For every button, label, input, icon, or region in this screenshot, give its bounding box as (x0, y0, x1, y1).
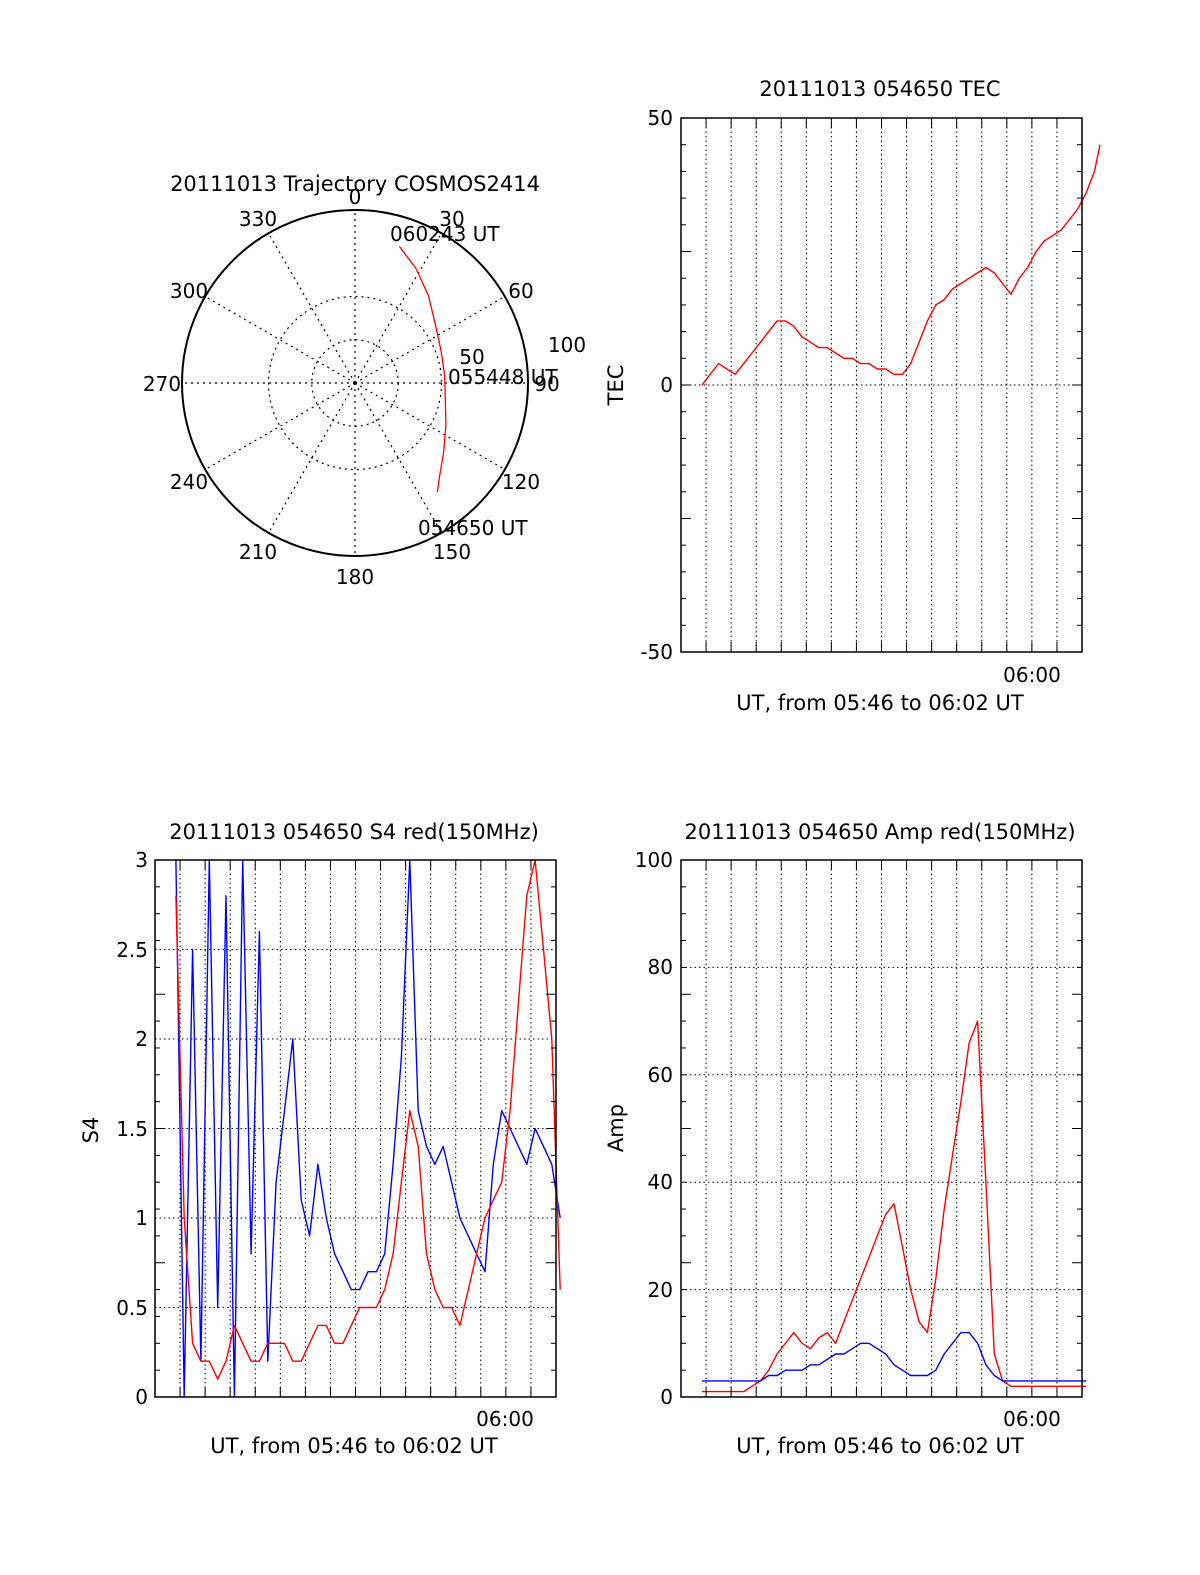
amp-plot: 20111013 054650 Amp red(150MHz) 0 20 40 … (604, 820, 1087, 1458)
polar-spoke-30 (354, 232, 443, 384)
s4-xtick-0600: 06:00 (476, 1407, 534, 1431)
polar-grid (182, 210, 528, 556)
s4-title: 20111013 054650 S4 red(150MHz) (169, 820, 539, 844)
tec-ytick-50: 50 (648, 106, 673, 130)
tec-xlabel: UT, from 05:46 to 06:02 UT (736, 691, 1024, 715)
polar-trajectory-line (398, 246, 447, 493)
amp-ytick-20: 20 (648, 1278, 673, 1302)
amp-tick-marks (681, 860, 1082, 1397)
polar-outer-circle (181, 209, 529, 557)
polar-title: 20111013 Trajectory COSMOS2414 (170, 172, 540, 196)
amp-ytick-60: 60 (648, 1063, 673, 1087)
s4-series (175, 859, 561, 1398)
tec-ylabel: TEC (604, 365, 628, 407)
tec-plot: 20111013 054650 TEC 50 0 -50 06:00 UT, f… (604, 77, 1101, 715)
amp-xtick-0600: 06:00 (1003, 1407, 1061, 1431)
polar-spoke-60 (354, 295, 506, 384)
radius-label-100: 100 (548, 333, 586, 357)
polar-grid-circle-50 (267, 295, 443, 471)
tec-tick-marks (681, 118, 1082, 652)
tec-gridlines (681, 118, 1082, 652)
s4-plot: 20111013 054650 S4 red(150MHz) 0 0.5 1 1… (79, 820, 561, 1458)
polar-spoke-330 (267, 232, 356, 384)
amp-line-red (701, 1020, 1087, 1393)
s4-plot-frame (154, 859, 557, 1398)
s4-ytick-3: 3 (135, 848, 148, 872)
annotation-end-time: 060243 UT (390, 222, 500, 246)
amp-plot-frame (680, 859, 1083, 1398)
amp-ytick-0: 0 (660, 1385, 673, 1409)
theta-label-150: 150 (433, 540, 471, 564)
annotation-mid-time: 055448 UT (448, 365, 558, 389)
tec-plot-frame (680, 117, 1083, 653)
s4-ytick-0-5: 0.5 (116, 1296, 148, 1320)
tec-ytick-0: 0 (660, 373, 673, 397)
polar-theta-labels: 0 30 60 90 120 150 180 210 240 270 300 3… (143, 185, 560, 589)
s4-ytick-2: 2 (135, 1027, 148, 1051)
s4-xlabel: UT, from 05:46 to 06:02 UT (210, 1434, 498, 1458)
tec-xtick-0600: 06:00 (1003, 663, 1061, 687)
theta-label-180: 180 (336, 565, 374, 589)
theta-label-120: 120 (502, 470, 540, 494)
theta-label-210: 210 (239, 540, 277, 564)
s4-tick-marks (155, 860, 556, 1397)
amp-xlabel: UT, from 05:46 to 06:02 UT (736, 1434, 1024, 1458)
tec-line-red (701, 144, 1101, 386)
polar-spoke-240 (204, 382, 356, 471)
amp-gridlines (681, 860, 1082, 1397)
theta-label-330: 330 (239, 207, 277, 231)
amp-title: 20111013 054650 Amp red(150MHz) (684, 820, 1075, 844)
amp-line-blue (701, 1331, 1087, 1382)
s4-ytick-1: 1 (135, 1206, 148, 1230)
amp-ytick-100: 100 (635, 848, 673, 872)
tec-title: 20111013 054650 TEC (759, 77, 1000, 101)
tec-ytick-neg50: -50 (640, 640, 673, 664)
s4-ylabel: S4 (79, 1117, 103, 1144)
theta-label-300: 300 (170, 279, 208, 303)
theta-label-270: 270 (143, 372, 181, 396)
polar-spoke-150 (354, 382, 443, 534)
theta-label-90: 90 (534, 372, 559, 396)
amp-ytick-80: 80 (648, 955, 673, 979)
polar-spoke-210 (267, 382, 356, 534)
s4-ytick-0: 0 (135, 1385, 148, 1409)
s4-ytick-1-5: 1.5 (116, 1117, 148, 1141)
theta-label-0: 0 (349, 185, 362, 209)
polar-spoke-300 (204, 295, 356, 384)
theta-label-30: 30 (439, 207, 464, 231)
theta-label-240: 240 (170, 470, 208, 494)
theta-label-60: 60 (508, 279, 533, 303)
annotation-start-time: 054650 UT (418, 516, 528, 540)
polar-trajectory-plot: 20111013 Trajectory COSMOS2414 0 30 60 9… (143, 172, 586, 589)
s4-ytick-2-5: 2.5 (116, 938, 148, 962)
radius-label-50: 50 (459, 345, 484, 369)
tec-series (701, 144, 1101, 386)
polar-spoke-120 (354, 382, 506, 471)
amp-ytick-40: 40 (648, 1170, 673, 1194)
s4-line-blue (175, 859, 561, 1398)
s4-line-red (175, 859, 561, 1380)
amp-series (701, 1020, 1087, 1393)
amp-ylabel: Amp (604, 1104, 628, 1152)
